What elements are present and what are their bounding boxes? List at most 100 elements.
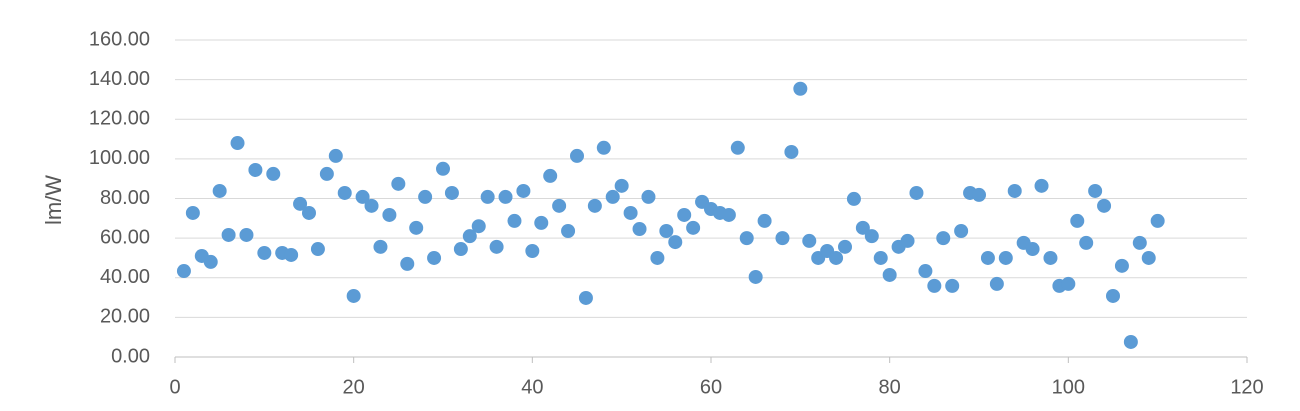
point <box>319 166 334 181</box>
point <box>730 140 745 155</box>
point <box>793 81 808 96</box>
point <box>918 264 933 279</box>
point <box>846 191 861 206</box>
point <box>257 245 272 260</box>
point <box>1114 258 1129 273</box>
point <box>927 278 942 293</box>
point <box>176 264 191 279</box>
point <box>391 176 406 191</box>
point <box>650 250 665 265</box>
point <box>659 223 674 238</box>
point <box>328 148 343 163</box>
point <box>337 185 352 200</box>
point <box>900 233 915 248</box>
point <box>1007 183 1022 198</box>
y-tick-label: 20.00 <box>100 306 150 328</box>
point <box>998 250 1013 265</box>
point <box>498 189 513 204</box>
point <box>632 222 647 237</box>
point <box>954 223 969 238</box>
point <box>838 239 852 254</box>
point <box>355 189 370 204</box>
y-tick-label: 80.00 <box>100 187 150 209</box>
point <box>1123 334 1138 349</box>
point <box>489 239 504 254</box>
point <box>444 185 459 200</box>
point <box>1079 235 1094 250</box>
point <box>373 239 388 254</box>
point <box>400 256 415 271</box>
point <box>212 183 227 198</box>
point <box>972 187 986 202</box>
point <box>587 198 602 213</box>
point <box>1132 235 1147 250</box>
point <box>436 161 450 176</box>
point <box>230 136 245 151</box>
point <box>525 244 540 259</box>
y-tick-label: 140.00 <box>89 68 150 90</box>
point <box>239 227 254 242</box>
y-tick-label: 40.00 <box>100 266 150 288</box>
point <box>829 250 844 265</box>
point <box>855 220 870 235</box>
x-tick-label: 120 <box>1230 376 1263 398</box>
point <box>516 183 531 198</box>
point <box>1106 288 1120 303</box>
x-tick-label: 80 <box>879 376 901 398</box>
point <box>534 215 549 230</box>
point <box>775 231 790 246</box>
point <box>1034 178 1049 193</box>
y-tick-label: 100.00 <box>89 147 150 169</box>
point <box>578 290 593 305</box>
point <box>757 213 772 228</box>
point <box>623 205 638 220</box>
point <box>605 189 620 204</box>
point <box>739 231 754 246</box>
point <box>748 269 763 284</box>
point <box>1150 213 1165 228</box>
point <box>686 220 701 235</box>
point <box>471 219 486 234</box>
point <box>310 242 325 257</box>
point <box>882 267 897 282</box>
point <box>784 144 799 159</box>
point <box>346 288 361 303</box>
x-tick-label: 100 <box>1052 376 1085 398</box>
point <box>864 229 879 244</box>
point <box>453 242 468 257</box>
point <box>409 220 424 235</box>
x-tick-label: 40 <box>521 376 543 398</box>
point <box>480 189 495 204</box>
point <box>668 235 683 250</box>
point <box>266 166 281 181</box>
point <box>936 231 951 246</box>
point <box>989 276 1004 291</box>
x-tick-label: 60 <box>700 376 722 398</box>
point <box>293 196 308 211</box>
point <box>980 250 995 265</box>
y-tick-label: 60.00 <box>100 226 150 248</box>
point <box>561 223 576 238</box>
y-tick-label: 0.00 <box>111 345 150 367</box>
point <box>802 233 817 248</box>
point <box>543 168 558 183</box>
point <box>364 198 379 213</box>
point <box>552 198 567 213</box>
point <box>721 207 736 222</box>
point <box>596 140 611 155</box>
x-tick-label: 20 <box>343 376 365 398</box>
point <box>1061 276 1076 291</box>
point <box>677 207 692 222</box>
point <box>284 247 299 262</box>
point <box>641 189 656 204</box>
point <box>1097 198 1112 213</box>
point <box>302 205 316 220</box>
point <box>418 189 433 204</box>
point <box>873 250 888 265</box>
point <box>185 205 200 220</box>
point <box>945 278 960 293</box>
point <box>614 178 629 193</box>
x-tick-label: 0 <box>169 376 180 398</box>
